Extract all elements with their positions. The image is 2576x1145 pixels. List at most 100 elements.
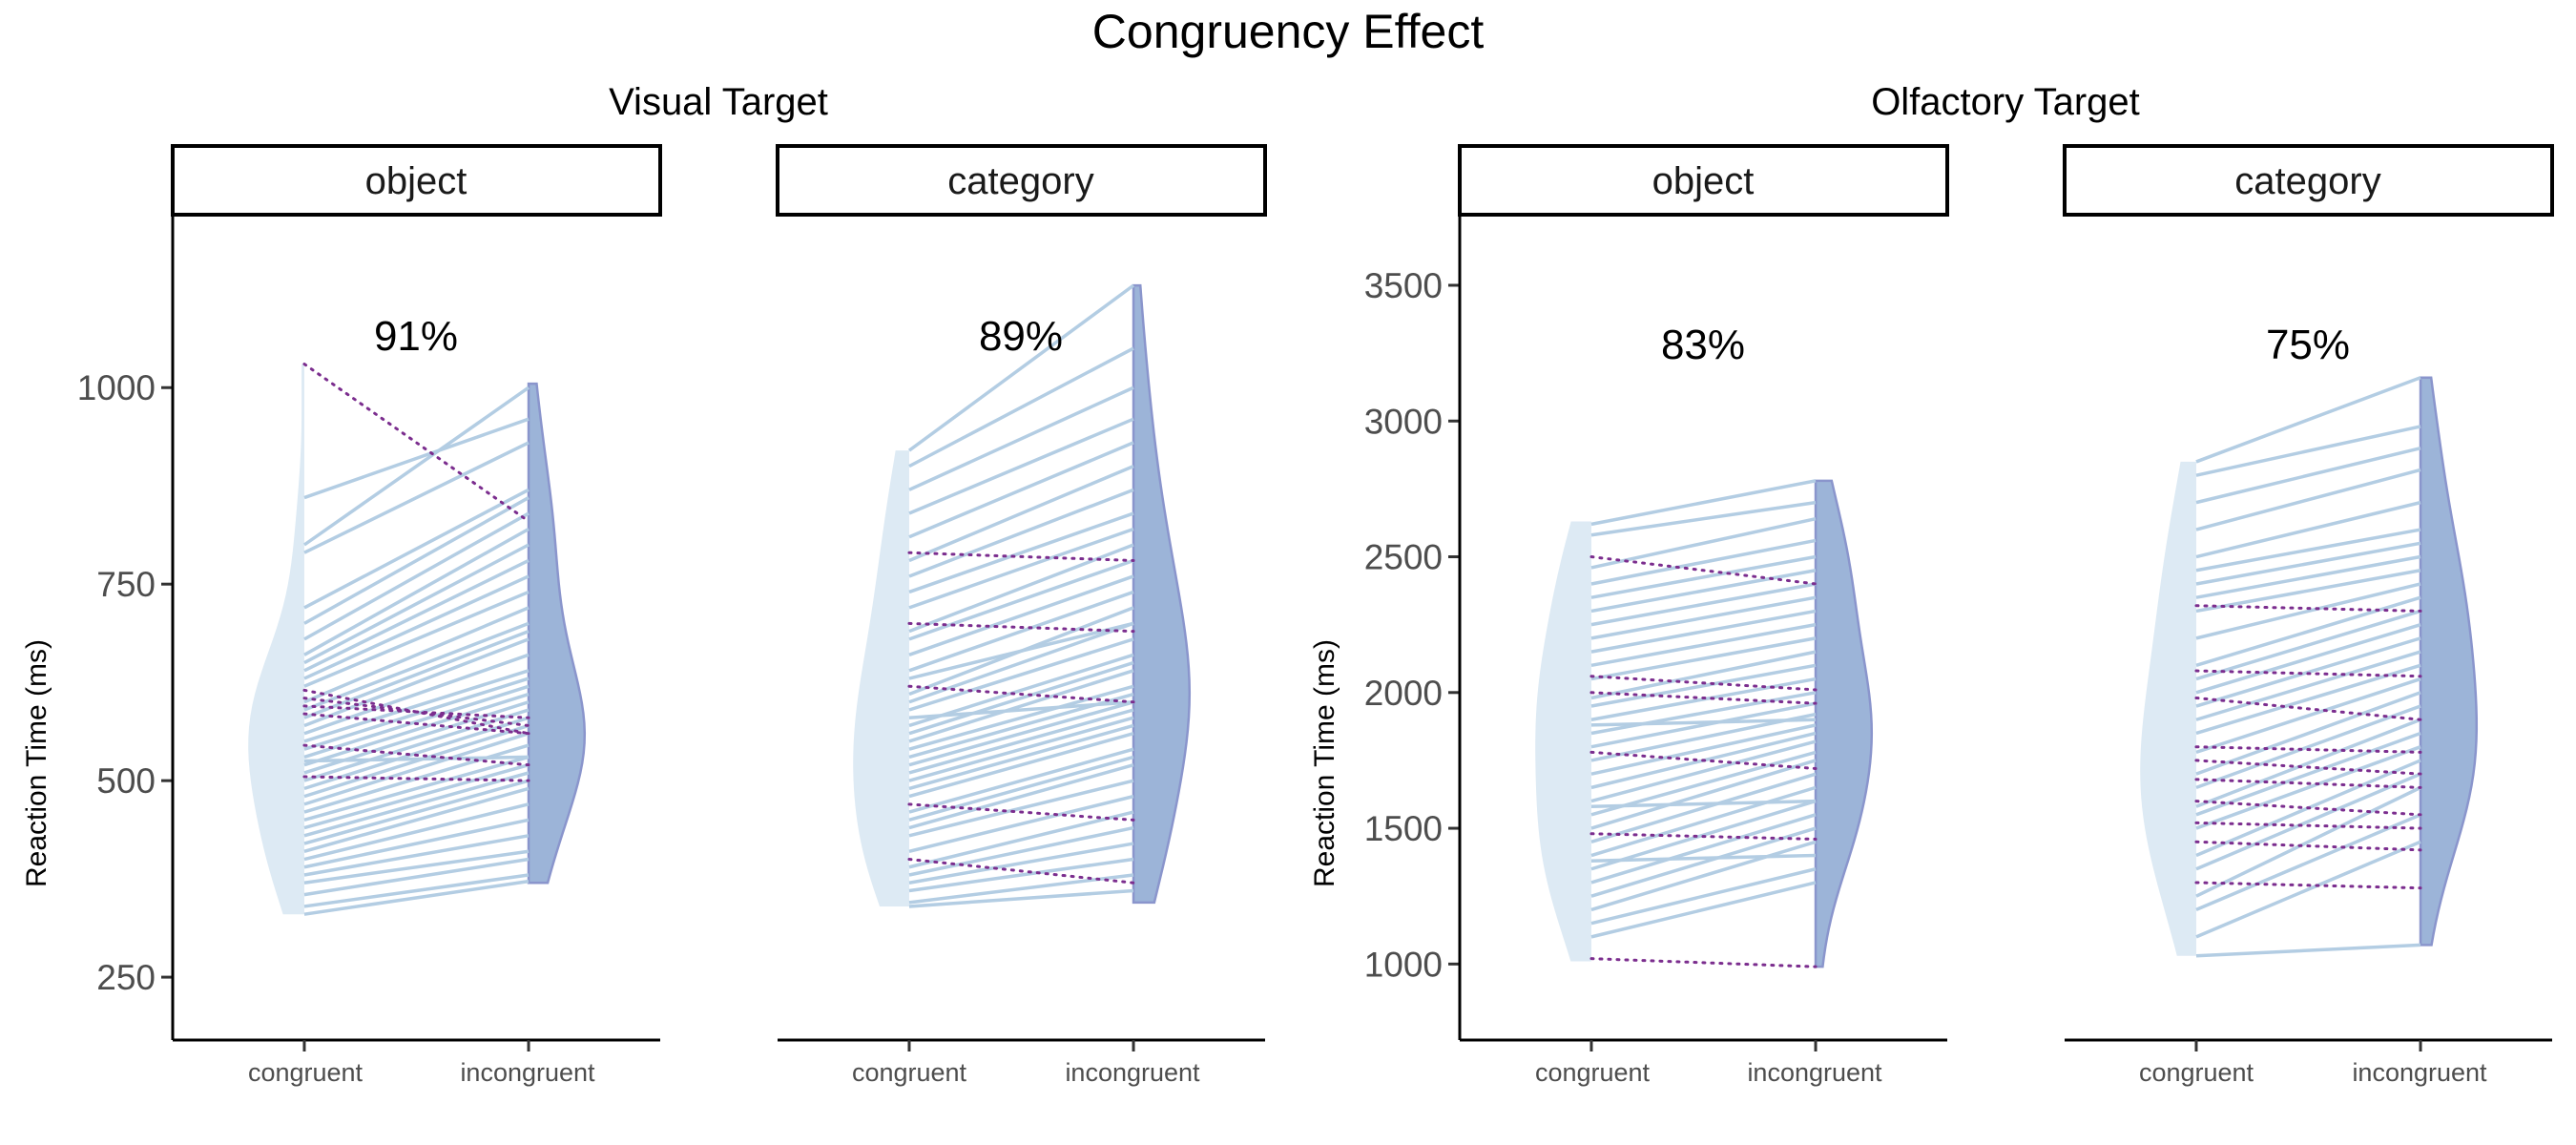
- paired-line-congruency-effect: [303, 606, 530, 704]
- incongruent-violin: [527, 382, 587, 885]
- y-axis-label-olfactory: Reaction Time (ms): [1309, 639, 1340, 887]
- y-tick-label: 2000: [1364, 674, 1443, 713]
- strip-label-category: category: [947, 160, 1093, 202]
- paired-line-congruency-effect: [303, 762, 530, 830]
- paired-line-congruency-effect: [908, 825, 1134, 877]
- strip-label-object: object: [365, 160, 467, 202]
- paired-line-congruency-effect: [908, 527, 1134, 610]
- paired-line-congruency-effect: [303, 879, 530, 916]
- paired-line-congruency-effect: [1590, 622, 1817, 668]
- paired-line-congruency-effect: [1590, 826, 1817, 898]
- percent-label: 89%: [979, 313, 1063, 360]
- paired-line-congruency-effect: [908, 684, 1134, 751]
- paired-line-congruency-effect: [2195, 500, 2421, 559]
- paired-line-congruency-effect: [2195, 943, 2421, 958]
- paired-line-congruency-effect: [303, 818, 530, 869]
- paired-line-congruency-effect: [303, 496, 530, 625]
- paired-line-congruency-effect: [2195, 376, 2421, 464]
- y-tick-label: 2500: [1364, 538, 1443, 577]
- paired-line-congruency-effect: [303, 779, 530, 845]
- y-tick-label: 500: [96, 761, 156, 801]
- paired-line-reverse-effect: [907, 802, 1135, 822]
- paired-line-congruency-effect: [1590, 595, 1817, 640]
- paired-line-reverse-effect: [907, 551, 1135, 562]
- paired-line-congruency-effect: [303, 857, 530, 897]
- paired-line-reverse-effect: [1589, 555, 1818, 586]
- paired-line-congruency-effect: [1590, 750, 1817, 817]
- congruent-violin: [2140, 461, 2196, 956]
- x-tick-incongruent: incongruent: [460, 1058, 595, 1087]
- paired-line-congruency-effect: [1590, 500, 1817, 537]
- paired-line-congruency-effect: [2195, 541, 2421, 586]
- paired-line-congruency-effect: [1590, 840, 1817, 912]
- group-title-olfactory-target: Olfactory Target: [1871, 81, 2140, 123]
- paired-line-congruency-effect: [303, 621, 530, 712]
- paired-line-reverse-effect: [2194, 800, 2422, 817]
- paired-line-congruency-effect: [1590, 691, 1817, 736]
- paired-line-congruency-effect: [908, 385, 1134, 491]
- paired-line-congruency-effect: [1590, 881, 1817, 939]
- paired-line-congruency-effect: [2195, 731, 2421, 817]
- strip-label-object: object: [1652, 160, 1755, 202]
- paired-line-congruency-effect: [1590, 479, 1817, 527]
- y-axis-olfactory: 1000 1500 2000 2500 3000 3500: [1364, 266, 1460, 984]
- paired-line-congruency-effect: [1590, 853, 1817, 863]
- paired-line-reverse-effect: [302, 363, 530, 523]
- paired-line-reverse-effect: [2194, 604, 2422, 613]
- paired-line-congruency-effect: [2195, 772, 2421, 871]
- plot-area: [778, 283, 1265, 1051]
- paired-line-congruency-effect: [2195, 785, 2421, 898]
- paired-line-congruency-effect: [2195, 745, 2421, 830]
- paired-line-congruency-effect: [2195, 425, 2421, 477]
- paired-line-congruency-effect: [908, 653, 1134, 728]
- paired-line-congruency-effect: [908, 762, 1134, 830]
- paired-line-reverse-effect: [1589, 832, 1818, 841]
- x-tick-congruent: congruent: [248, 1058, 364, 1087]
- congruent-violin: [1535, 521, 1591, 962]
- paired-line-congruency-effect: [908, 590, 1134, 673]
- panel-olfactory-object: object 83% congruent incongruent: [1458, 144, 1949, 1087]
- panel-olfactory-category: category 75% congruent incongruent: [2063, 144, 2554, 1087]
- paired-line-reverse-effect: [2194, 759, 2422, 776]
- paired-line-congruency-effect: [2195, 595, 2421, 668]
- paired-line-congruency-effect: [908, 723, 1134, 791]
- paired-line-reverse-effect: [1589, 691, 1818, 705]
- paired-line-congruency-effect: [303, 417, 530, 500]
- main-title: Congruency Effect: [1092, 5, 1485, 58]
- paired-line-congruency-effect: [303, 849, 530, 885]
- paired-line-reverse-effect: [302, 775, 530, 782]
- paired-line-congruency-effect: [1590, 712, 1817, 762]
- incongruent-violin: [2419, 376, 2479, 947]
- paired-line-congruency-effect: [2195, 691, 2421, 776]
- paired-line-congruency-effect: [1590, 772, 1817, 843]
- paired-line-congruency-effect: [303, 677, 530, 751]
- paired-line-congruency-effect: [1590, 516, 1817, 570]
- strip-box: [1458, 144, 1949, 217]
- paired-line-congruency-effect: [2195, 622, 2421, 695]
- paired-line-congruency-effect: [908, 558, 1134, 641]
- paired-line-congruency-effect: [303, 684, 530, 760]
- paired-line-congruency-effect: [2195, 677, 2421, 755]
- paired-line-congruency-effect: [303, 669, 530, 743]
- paired-line-congruency-effect: [908, 747, 1134, 814]
- paired-line-reverse-effect: [2194, 778, 2422, 789]
- paired-line-reverse-effect: [2194, 821, 2422, 830]
- paired-line-congruency-effect: [2195, 704, 2421, 790]
- paired-line-congruency-effect: [303, 873, 530, 908]
- paired-line-congruency-effect: [1590, 650, 1817, 700]
- paired-line-congruency-effect: [303, 692, 530, 767]
- paired-line-congruency-effect: [1590, 723, 1817, 776]
- y-tick-label: 1000: [77, 368, 156, 407]
- x-tick-incongruent: incongruent: [1065, 1058, 1200, 1087]
- paired-line-congruency-effect: [908, 692, 1134, 760]
- paired-line-congruency-effect: [908, 755, 1134, 822]
- percent-label: 83%: [1661, 322, 1745, 368]
- paired-line-congruency-effect: [1590, 867, 1817, 926]
- paired-line-congruency-effect: [303, 590, 530, 688]
- paired-line-reverse-effect: [302, 743, 530, 767]
- paired-line-congruency-effect: [2195, 609, 2421, 681]
- paired-line-congruency-effect: [908, 794, 1134, 853]
- panel-visual-category: category 89% congruent incongruent: [776, 144, 1267, 1087]
- paired-line-congruency-effect: [303, 558, 530, 673]
